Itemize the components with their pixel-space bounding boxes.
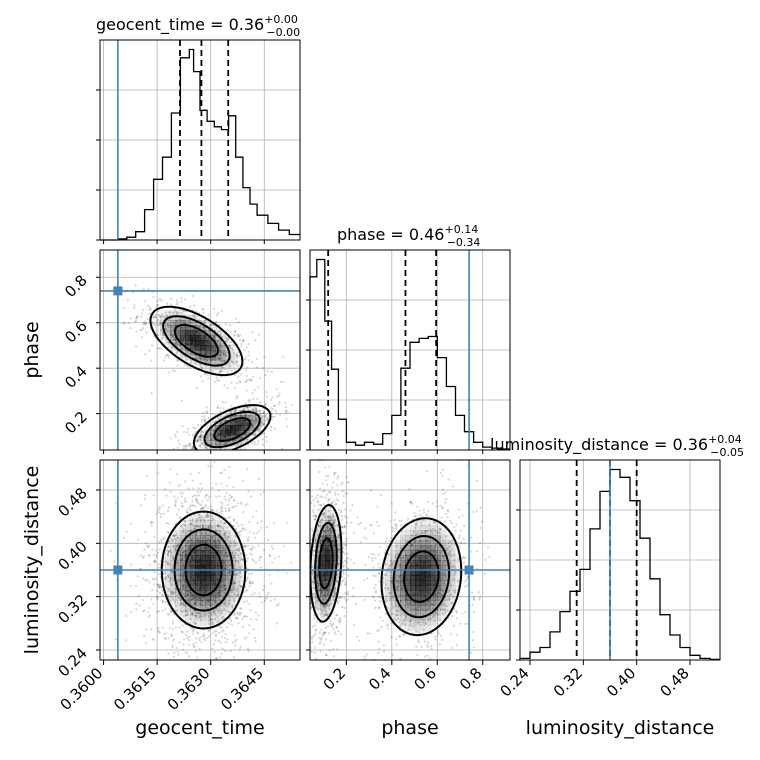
xtick-label-phase-2: 0.6 bbox=[411, 664, 441, 694]
xtick-label-phase-0: 0.2 bbox=[320, 664, 350, 694]
ytick-label-luminosity_distance-1: 0.32 bbox=[54, 591, 90, 627]
xtick-label-geocent_time-3: 0.3645 bbox=[217, 664, 267, 714]
contour-phase_vs_geocent_time-0 bbox=[173, 323, 252, 442]
ytick-label-luminosity_distance-3: 0.48 bbox=[54, 484, 90, 520]
contour-phase_vs_geocent_time-1 bbox=[162, 315, 261, 449]
title-main-geocent_time: geocent_time = 0.36 bbox=[96, 15, 264, 35]
xtick-label-luminosity_distance-1: 0.32 bbox=[550, 664, 586, 700]
frame-phase_vs_geocent_time bbox=[99, 249, 301, 451]
title-sup-phase: +0.14 bbox=[444, 223, 478, 236]
samples-phase_vs_geocent_time bbox=[120, 284, 294, 450]
contour-luminosity_distance_vs_geocent_time-0 bbox=[184, 543, 223, 597]
hist-panel-luminosity_distance: luminosity_distance = 0.36+0.04 −0.05 bbox=[490, 433, 744, 661]
ytick-label-phase-3: 0.8 bbox=[61, 271, 91, 301]
contour-luminosity_distance_vs_phase-2 bbox=[310, 504, 463, 637]
title-phase: phase = 0.46+0.14 −0.34 bbox=[337, 223, 480, 249]
title-luminosity_distance: luminosity_distance = 0.36+0.04 −0.05 bbox=[490, 433, 744, 459]
histogram-phase bbox=[309, 258, 510, 450]
grid-luminosity_distance bbox=[520, 460, 720, 660]
truth-marker-luminosity_distance_vs_geocent_time bbox=[113, 565, 123, 575]
xtick-label-phase-1: 0.4 bbox=[365, 664, 395, 694]
ylabel-luminosity_distance: luminosity_distance bbox=[21, 466, 43, 655]
title-geocent_time: geocent_time = 0.36+0.00 −0.00 bbox=[96, 13, 300, 39]
frame-luminosity_distance_vs_geocent_time bbox=[99, 459, 301, 661]
histogram-luminosity_distance bbox=[519, 468, 720, 661]
ytick-label-phase-0: 0.2 bbox=[61, 408, 91, 438]
xlabel-geocent_time: geocent_time bbox=[135, 717, 264, 739]
ytick-label-luminosity_distance-2: 0.40 bbox=[55, 537, 91, 573]
frame-luminosity_distance_vs_phase bbox=[309, 459, 511, 661]
ytick-label-phase-2: 0.6 bbox=[61, 317, 91, 347]
truth-marker-phase_vs_geocent_time bbox=[113, 286, 123, 296]
histogram-geocent_time bbox=[100, 48, 300, 241]
xtick-label-geocent_time-1: 0.3615 bbox=[110, 664, 160, 714]
xtick-label-luminosity_distance-0: 0.24 bbox=[496, 664, 532, 700]
ytick-label-phase-1: 0.4 bbox=[61, 362, 91, 392]
title-sub-phase: −0.34 bbox=[447, 236, 481, 249]
title-sub-geocent_time: −0.00 bbox=[266, 26, 300, 39]
contour-luminosity_distance_vs_geocent_time-2 bbox=[160, 510, 247, 630]
title-main-luminosity_distance: luminosity_distance = 0.36 bbox=[490, 435, 708, 455]
title-main-phase: phase = 0.46 bbox=[337, 225, 444, 244]
title-sup-luminosity_distance: +0.04 bbox=[708, 433, 742, 446]
xlabel-phase: phase bbox=[381, 717, 438, 739]
panel-phase_vs_geocent_time bbox=[99, 249, 301, 451]
title-sup-geocent_time: +0.00 bbox=[264, 13, 298, 26]
xtick-label-luminosity_distance-3: 0.48 bbox=[656, 664, 692, 700]
grid-phase bbox=[310, 250, 510, 450]
xtick-label-phase-3: 0.8 bbox=[456, 664, 486, 694]
truth-marker-luminosity_distance_vs_phase bbox=[464, 565, 474, 575]
contour-luminosity_distance_vs_phase-0 bbox=[318, 537, 440, 603]
hist-panel-geocent_time: geocent_time = 0.36+0.00 −0.00 bbox=[96, 13, 301, 241]
grid-geocent_time bbox=[100, 40, 300, 240]
density-shade-luminosity_distance_vs_geocent_time bbox=[160, 510, 246, 631]
xtick-label-geocent_time-2: 0.3630 bbox=[164, 664, 214, 714]
contour-phase_vs_geocent_time-2 bbox=[149, 305, 272, 450]
panel-luminosity_distance_vs_phase bbox=[309, 459, 511, 661]
ylabel-phase: phase bbox=[21, 321, 43, 378]
panel-luminosity_distance_vs_geocent_time bbox=[99, 459, 301, 661]
contour-luminosity_distance_vs_geocent_time-1 bbox=[173, 528, 234, 612]
xtick-label-luminosity_distance-2: 0.40 bbox=[603, 664, 639, 700]
contour-luminosity_distance_vs_phase-1 bbox=[314, 521, 451, 619]
xlabel-luminosity_distance: luminosity_distance bbox=[526, 717, 715, 739]
title-sub-luminosity_distance: −0.05 bbox=[710, 446, 744, 459]
hist-panel-phase: phase = 0.46+0.14 −0.34 bbox=[306, 223, 511, 451]
